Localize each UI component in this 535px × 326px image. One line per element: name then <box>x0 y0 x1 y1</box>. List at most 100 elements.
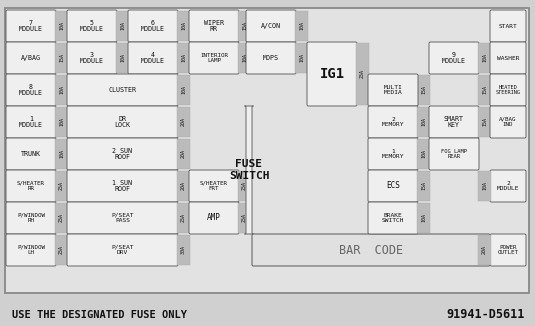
FancyBboxPatch shape <box>490 74 526 106</box>
Text: A/CON: A/CON <box>261 23 281 29</box>
Text: 25A: 25A <box>360 69 365 79</box>
FancyBboxPatch shape <box>490 234 526 266</box>
Text: 3
MODULE: 3 MODULE <box>80 52 104 64</box>
Bar <box>478 107 491 137</box>
Bar <box>295 43 308 73</box>
Bar <box>55 43 68 73</box>
Bar <box>238 171 251 201</box>
Text: 5
MODULE: 5 MODULE <box>80 20 104 32</box>
Text: USE THE DESIGNATED FUSE ONLY: USE THE DESIGNATED FUSE ONLY <box>12 310 187 320</box>
Bar <box>177 43 190 73</box>
Text: S/HEATER
FRT: S/HEATER FRT <box>200 181 228 191</box>
Text: 15A: 15A <box>482 117 487 126</box>
Text: P/WINDOW
LH: P/WINDOW LH <box>17 245 45 255</box>
Bar <box>238 43 251 73</box>
Bar <box>55 107 68 137</box>
Text: 8
MODULE: 8 MODULE <box>19 84 43 96</box>
Text: 1
MODULE: 1 MODULE <box>19 116 43 128</box>
FancyBboxPatch shape <box>128 10 178 42</box>
Text: CLUSTER: CLUSTER <box>109 87 136 93</box>
Text: 20A: 20A <box>181 117 186 126</box>
Text: 15A: 15A <box>482 85 487 95</box>
Bar <box>177 107 190 137</box>
Bar <box>116 43 129 73</box>
Text: 15A: 15A <box>242 22 247 31</box>
Bar <box>478 43 491 73</box>
Text: 7
MODULE: 7 MODULE <box>19 20 43 32</box>
Text: 30A: 30A <box>181 245 186 255</box>
Text: DR
LOCK: DR LOCK <box>114 116 131 128</box>
FancyBboxPatch shape <box>67 202 178 234</box>
FancyBboxPatch shape <box>67 234 178 266</box>
FancyBboxPatch shape <box>368 74 418 106</box>
FancyBboxPatch shape <box>246 10 296 42</box>
Text: P/SEAT
DRV: P/SEAT DRV <box>111 245 134 255</box>
Text: 10A: 10A <box>59 85 64 95</box>
Bar <box>55 75 68 105</box>
FancyBboxPatch shape <box>6 74 56 106</box>
FancyBboxPatch shape <box>67 138 178 170</box>
FancyBboxPatch shape <box>490 170 526 202</box>
Bar <box>238 11 251 41</box>
Bar <box>177 171 190 201</box>
FancyBboxPatch shape <box>368 106 418 138</box>
Text: FUSE
SWITCH: FUSE SWITCH <box>229 159 269 181</box>
Text: WIPER
RR: WIPER RR <box>204 20 224 32</box>
Text: 15A: 15A <box>59 53 64 63</box>
Text: MDPS: MDPS <box>263 55 279 61</box>
Text: AMP: AMP <box>207 214 221 223</box>
Text: 10A: 10A <box>59 150 64 158</box>
FancyBboxPatch shape <box>189 202 239 234</box>
Bar <box>55 235 68 265</box>
Bar <box>55 203 68 233</box>
Text: 20A: 20A <box>181 150 186 158</box>
Text: FOG LAMP
REAR: FOG LAMP REAR <box>441 149 467 159</box>
Text: 10A: 10A <box>482 53 487 63</box>
Bar <box>177 235 190 265</box>
Text: BRAKE
SWITCH: BRAKE SWITCH <box>382 213 404 223</box>
Text: 9
MODULE: 9 MODULE <box>442 52 466 64</box>
Text: 1 SUN
ROOF: 1 SUN ROOF <box>112 180 133 192</box>
Bar <box>417 107 430 137</box>
Text: 6
MODULE: 6 MODULE <box>141 20 165 32</box>
FancyBboxPatch shape <box>67 106 178 138</box>
Bar <box>55 171 68 201</box>
FancyBboxPatch shape <box>6 138 56 170</box>
Text: S/HEATER
RR: S/HEATER RR <box>17 181 45 191</box>
Text: ECS: ECS <box>386 182 400 190</box>
FancyBboxPatch shape <box>67 170 178 202</box>
Text: A/BAG
IND: A/BAG IND <box>499 117 517 127</box>
FancyBboxPatch shape <box>6 234 56 266</box>
Text: 20A: 20A <box>482 245 487 255</box>
FancyBboxPatch shape <box>6 10 56 42</box>
Text: 10A: 10A <box>120 53 125 63</box>
Bar <box>116 11 129 41</box>
FancyBboxPatch shape <box>368 138 418 170</box>
Text: 10A: 10A <box>421 117 426 126</box>
Text: TRUNK: TRUNK <box>21 151 41 157</box>
FancyBboxPatch shape <box>189 170 239 202</box>
Text: 10A: 10A <box>59 117 64 126</box>
FancyBboxPatch shape <box>307 42 357 106</box>
Bar <box>5 8 529 293</box>
Bar <box>478 171 491 201</box>
Bar <box>177 139 190 169</box>
FancyBboxPatch shape <box>429 42 479 74</box>
FancyBboxPatch shape <box>189 10 239 42</box>
FancyBboxPatch shape <box>490 10 526 42</box>
Text: 2
MODULE: 2 MODULE <box>497 181 519 191</box>
Text: 10A: 10A <box>181 53 186 63</box>
Text: START: START <box>499 23 517 28</box>
Bar <box>478 235 491 265</box>
Text: 15A: 15A <box>421 85 426 95</box>
FancyBboxPatch shape <box>6 106 56 138</box>
Text: 2
MEMORY: 2 MEMORY <box>382 117 404 127</box>
Text: 91941-D5611: 91941-D5611 <box>447 308 525 321</box>
Text: HEATED
STEERING: HEATED STEERING <box>495 85 521 95</box>
FancyBboxPatch shape <box>128 42 178 74</box>
FancyBboxPatch shape <box>67 10 117 42</box>
Text: BAR  CODE: BAR CODE <box>339 244 403 257</box>
Bar <box>177 11 190 41</box>
FancyBboxPatch shape <box>429 106 479 138</box>
FancyBboxPatch shape <box>189 42 239 74</box>
